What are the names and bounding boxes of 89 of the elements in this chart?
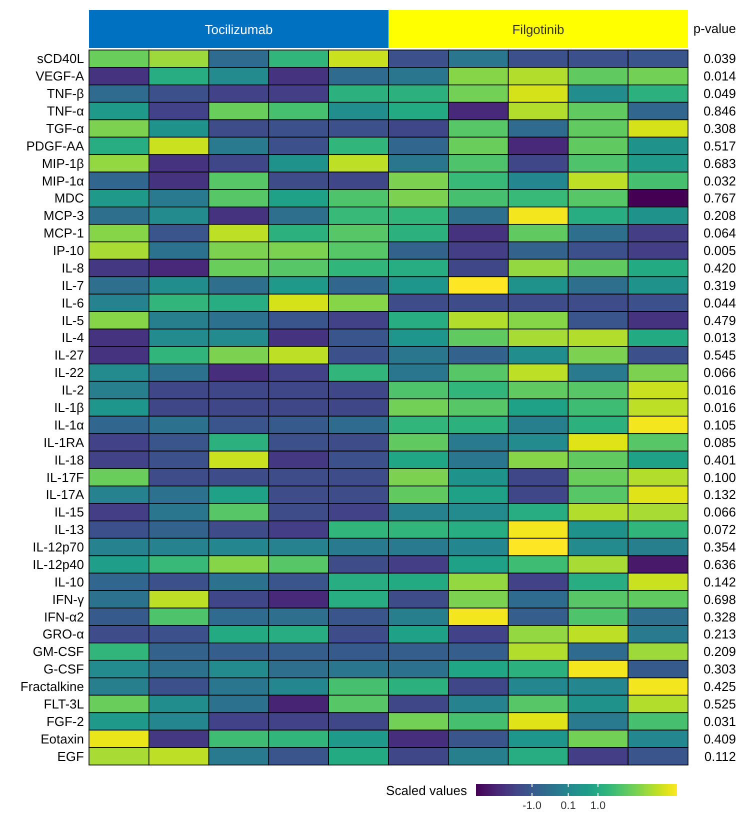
y-tick-label: PDGF-AA <box>26 138 84 154</box>
y-tick-label: IFN-γ <box>52 592 84 607</box>
y2-tick-label: 0.100 <box>703 470 736 485</box>
y2-tick-label: 0.545 <box>703 348 736 363</box>
y2-tick-label: 0.319 <box>703 278 736 293</box>
color-bar-label: 0.1 <box>560 800 576 812</box>
y-tick-label: MDC <box>54 190 84 206</box>
y2-tick-label: 0.049 <box>703 86 736 102</box>
y-tick-label: MIP-1β <box>42 156 84 171</box>
y2-tick-label: 0.401 <box>703 452 736 468</box>
y2-tick-label: 0.420 <box>703 260 736 276</box>
y2-tick-label: 0.132 <box>703 487 736 502</box>
y2-tick-label: 0.303 <box>703 662 736 677</box>
color-bar-label: 1.0 <box>590 800 606 812</box>
y2-tick-label: 0.016 <box>703 400 736 415</box>
y2-tick-label: 0.032 <box>703 173 736 188</box>
y-tick-label: G-CSF <box>44 662 84 677</box>
y2-tick-label: 0.014 <box>703 68 736 84</box>
y-tick-label: IL-6 <box>62 295 84 310</box>
y-tick-label: GM-CSF <box>32 644 84 660</box>
y-tick-label: IL-12p40 <box>32 556 84 572</box>
y2-tick-label: 0.112 <box>704 748 736 764</box>
y2-tick-label: 0.698 <box>703 592 736 607</box>
color-bar-title: Scaled values <box>386 783 468 798</box>
y-tick-label: IL-18 <box>54 452 84 468</box>
y-tick-label: IL-1β <box>54 400 84 415</box>
y-tick-label: IP-10 <box>52 243 84 258</box>
y-tick-label: IL-2 <box>62 382 84 398</box>
y-tick-label: IL-7 <box>62 278 84 293</box>
y-tick-label: IL-5 <box>62 312 84 328</box>
y-tick-label: IL-10 <box>54 574 84 590</box>
y2-tick-label: 0.105 <box>703 417 736 432</box>
y-tick-label: GRO-α <box>42 626 84 642</box>
y-tick-label: TGF-α <box>46 120 84 136</box>
y2-tick-label: 0.016 <box>703 382 736 398</box>
y2-tick-label: 0.209 <box>703 644 736 660</box>
y-tick-label: IL-22 <box>54 365 84 380</box>
y2-axis-title: p-value <box>693 21 736 36</box>
text: Filgotinib <box>512 22 564 37</box>
y-tick-label: IL-17A <box>46 487 84 502</box>
color-bar-label: -1.0 <box>522 800 542 812</box>
y-tick-label: Fractalkine <box>20 679 84 694</box>
y-tick-label: sCD40L <box>37 51 84 66</box>
y2-tick-label: 0.425 <box>703 679 736 694</box>
y-tick-label: IL-17F <box>46 470 84 485</box>
y-tick-label: IL-13 <box>54 522 84 538</box>
y2-tick-label: 0.846 <box>703 104 736 119</box>
y-tick-label: MIP-1α <box>42 173 84 188</box>
y2-tick-label: 0.085 <box>703 434 736 450</box>
y2-tick-label: 0.636 <box>703 556 736 572</box>
y-tick-label: IL-1RA <box>44 434 84 450</box>
y2-tick-label: 0.005 <box>703 243 736 258</box>
y2-tick-label: 0.072 <box>703 522 736 538</box>
y2-tick-label: 0.013 <box>703 330 736 346</box>
y2-tick-label: 0.066 <box>703 504 736 520</box>
y2-tick-label: 0.308 <box>703 120 736 136</box>
y2-tick-label: 0.525 <box>703 696 736 712</box>
y2-tick-label: 0.031 <box>703 714 736 729</box>
y-tick-label: MCP-1 <box>44 226 84 241</box>
y2-tick-label: 0.044 <box>703 295 736 310</box>
y2-tick-label: 0.517 <box>703 138 736 154</box>
y-tick-label: IL-1α <box>54 417 84 432</box>
y-tick-label: VEGF-A <box>36 68 84 84</box>
y2-tick-label: 0.409 <box>703 731 736 746</box>
y-tick-label: IL-15 <box>54 504 84 520</box>
y-tick-label: IL-12p70 <box>32 540 84 555</box>
y2-tick-label: 0.064 <box>703 226 736 241</box>
y2-tick-label: 0.213 <box>703 626 736 642</box>
y-tick-label: IFN-α2 <box>44 609 84 624</box>
y-tick-label: Eotaxin <box>40 731 84 746</box>
y2-tick-label: 0.479 <box>703 312 736 328</box>
y-tick-label: IL-27 <box>54 348 84 363</box>
y2-tick-label: 0.354 <box>703 540 736 555</box>
y2-tick-label: 0.328 <box>703 609 736 624</box>
y-tick-label: MCP-3 <box>44 208 84 224</box>
y-tick-label: IL-4 <box>62 330 84 346</box>
y2-tick-label: 0.039 <box>703 51 736 66</box>
text: Tocilizumab <box>204 22 273 37</box>
y2-tick-label: 0.208 <box>703 208 736 224</box>
y2-tick-label: 0.683 <box>703 156 736 171</box>
y-tick-label: FLT-3L <box>44 696 84 712</box>
y2-tick-label: 0.767 <box>703 190 736 206</box>
y2-tick-label: 0.066 <box>703 365 736 380</box>
y-tick-label: FGF-2 <box>46 714 84 729</box>
y-tick-label: EGF <box>57 748 84 764</box>
y2-tick-label: 0.142 <box>703 574 736 590</box>
y-tick-label: IL-8 <box>62 260 84 276</box>
y-tick-label: TNF-α <box>46 104 84 119</box>
y-tick-label: TNF-β <box>46 86 84 102</box>
